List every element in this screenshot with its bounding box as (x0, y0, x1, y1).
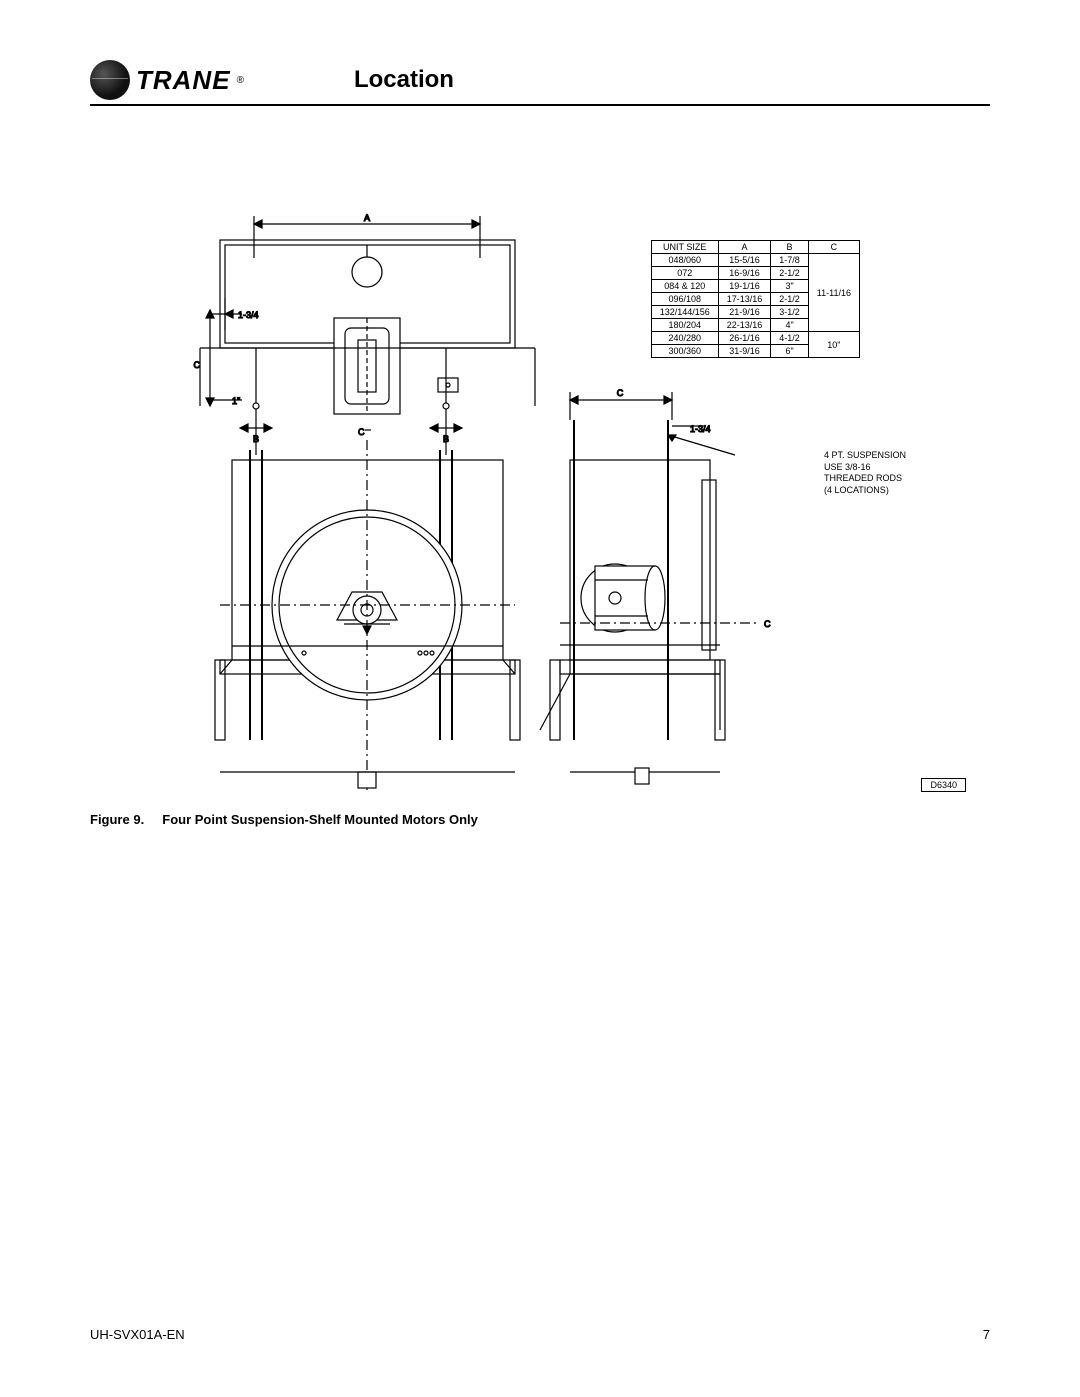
page-number: 7 (983, 1327, 990, 1342)
table-header-row: UNIT SIZE A B C (651, 241, 859, 254)
content-area: A (90, 210, 990, 827)
cl-side: C (764, 619, 771, 629)
note-line1: 4 PT. SUSPENSION (824, 450, 906, 462)
table-row: 240/28026-1/164-1/210" (651, 332, 859, 345)
dim-cl-top: C (358, 427, 365, 437)
figure-number: Figure 9. (90, 812, 144, 827)
dim-side-134: 1-3/4 (690, 424, 711, 434)
brand-name: TRANE (136, 65, 231, 96)
dim-c-side: C (617, 388, 624, 398)
brand-logo-area: TRANE ® (90, 60, 244, 100)
dim-1-34: 1-3/4 (238, 310, 259, 320)
col-a: A (718, 241, 771, 254)
technical-diagram: A (90, 210, 990, 800)
dim-1in: 1" (232, 396, 240, 406)
page-header: TRANE ® Location (90, 60, 990, 106)
suspension-note: 4 PT. SUSPENSION USE 3/8-16 THREADED ROD… (824, 450, 906, 497)
col-b: B (771, 241, 809, 254)
col-c: C (808, 241, 859, 254)
drawing-number: D6340 (921, 778, 966, 792)
note-line4: (4 LOCATIONS) (824, 485, 906, 497)
figure-caption: Figure 9. Four Point Suspension-Shelf Mo… (90, 812, 990, 827)
dim-c-left: C (194, 360, 201, 370)
dimensions-table: UNIT SIZE A B C 048/06015-5/161-7/811-11… (651, 240, 860, 358)
table-row: 048/06015-5/161-7/811-11/16 (651, 254, 859, 267)
registered-mark: ® (237, 75, 244, 86)
col-unit-size: UNIT SIZE (651, 241, 718, 254)
page-footer: UH-SVX01A-EN 7 (90, 1327, 990, 1342)
note-line2: USE 3/8-16 (824, 462, 906, 474)
dim-a: A (364, 213, 370, 223)
figure-title: Four Point Suspension-Shelf Mounted Moto… (162, 812, 478, 827)
brand-logo-icon (90, 60, 130, 100)
section-title: Location (354, 66, 454, 94)
document-id: UH-SVX01A-EN (90, 1327, 185, 1342)
note-line3: THREADED RODS (824, 473, 906, 485)
